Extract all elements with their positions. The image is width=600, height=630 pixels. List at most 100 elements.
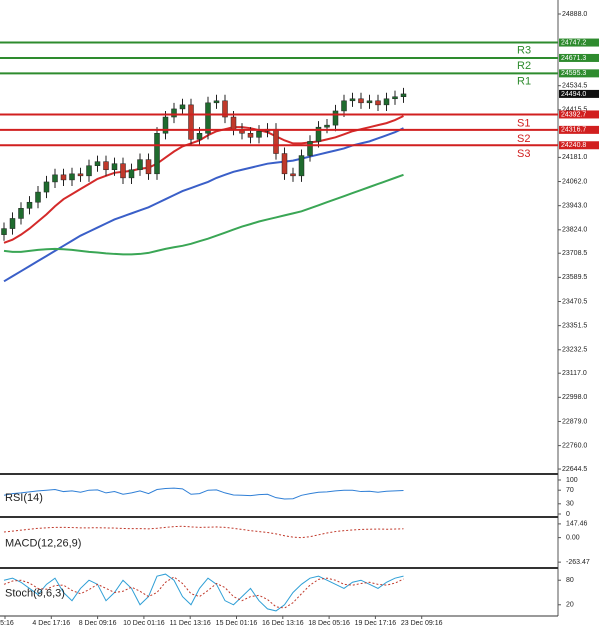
candle-body bbox=[273, 128, 279, 154]
candle-body bbox=[52, 174, 58, 183]
candle-body bbox=[341, 100, 347, 112]
level-name: R3 bbox=[517, 44, 531, 56]
y-tick-label: 24534.5 bbox=[562, 83, 587, 90]
candle-body bbox=[366, 100, 373, 104]
y-tick-label: 30 bbox=[566, 501, 574, 508]
candle-body bbox=[103, 161, 109, 171]
level-tag bbox=[559, 110, 599, 119]
candle-body bbox=[315, 126, 322, 142]
y-tick-label: 0 bbox=[566, 511, 570, 518]
level-name: S3 bbox=[517, 148, 530, 160]
indicator-title: RSI(14) bbox=[5, 492, 43, 504]
x-tick-label: 19 Dec 17:16 bbox=[355, 620, 397, 627]
y-tick-label: 0.00 bbox=[566, 534, 580, 541]
y-tick-label: 23708.5 bbox=[562, 250, 587, 257]
candle-body bbox=[9, 218, 16, 229]
level-name: R1 bbox=[517, 75, 531, 87]
candle-body bbox=[188, 104, 194, 140]
level-name: R2 bbox=[517, 60, 531, 72]
candle-body bbox=[171, 108, 177, 118]
level-tag bbox=[559, 69, 599, 78]
candle-body bbox=[400, 93, 407, 97]
level-label: 24392.7 bbox=[561, 111, 586, 118]
candle-body bbox=[375, 100, 381, 106]
last-price-label: 24494.0 bbox=[561, 91, 586, 98]
y-tick-label: 22998.0 bbox=[562, 394, 587, 401]
y-tick-label: 22760.0 bbox=[562, 442, 587, 449]
indicator-line bbox=[3, 487, 404, 500]
candle-body bbox=[205, 102, 211, 134]
x-tick-label: 23 Dec 09:16 bbox=[401, 620, 443, 627]
candle-body bbox=[154, 133, 160, 175]
level-tag bbox=[559, 125, 599, 134]
candle-body bbox=[230, 116, 237, 130]
y-tick-label: 23232.5 bbox=[562, 347, 587, 354]
y-tick-label: 23470.5 bbox=[562, 298, 587, 305]
candle-body bbox=[137, 159, 143, 171]
y-tick-label: 23589.5 bbox=[562, 274, 587, 281]
candle-body bbox=[162, 116, 169, 134]
moving-average bbox=[3, 173, 404, 256]
candle-body bbox=[392, 96, 398, 100]
candle-body bbox=[213, 100, 220, 104]
x-tick-label: 8 Dec 09:16 bbox=[79, 620, 117, 627]
candle-body bbox=[222, 100, 228, 118]
level-label: 24747.2 bbox=[561, 39, 586, 46]
candle-body bbox=[179, 104, 186, 110]
indicator-line bbox=[3, 576, 404, 609]
moving-average bbox=[3, 127, 404, 283]
indicator-title: Stoch(9,6,3) bbox=[5, 587, 65, 599]
y-tick-label: -263.47 bbox=[566, 559, 590, 566]
moving-average bbox=[3, 115, 404, 244]
level-tag bbox=[559, 38, 599, 47]
y-tick-label: 23351.5 bbox=[562, 322, 587, 329]
candle-body bbox=[86, 165, 92, 177]
y-tick-label: 22644.5 bbox=[562, 466, 587, 473]
candle-body bbox=[18, 208, 24, 219]
candle-body bbox=[298, 155, 305, 177]
y-tick-label: 20 bbox=[566, 602, 574, 609]
level-tag bbox=[559, 53, 599, 62]
candle-body bbox=[128, 169, 135, 179]
level-name: S2 bbox=[517, 133, 530, 145]
y-tick-label: 80 bbox=[566, 577, 574, 584]
candle-body bbox=[94, 161, 101, 166]
x-tick-label: 4 Dec 17:16 bbox=[32, 620, 70, 627]
level-label: 24671.3 bbox=[561, 55, 586, 62]
candle-body bbox=[324, 124, 330, 128]
indicator-line bbox=[3, 573, 404, 612]
candle-body bbox=[256, 130, 262, 138]
x-tick-label: 16 Dec 13:16 bbox=[262, 620, 304, 627]
y-tick-label: 24181.0 bbox=[562, 154, 587, 161]
candle-body bbox=[281, 153, 288, 175]
level-label: 24595.3 bbox=[561, 70, 586, 77]
candle-body bbox=[35, 191, 41, 203]
y-tick-label: 22879.0 bbox=[562, 418, 587, 425]
x-tick-label: 05:16 bbox=[0, 620, 14, 627]
indicator-title: MACD(12,26,9) bbox=[5, 537, 81, 549]
level-label: 24240.8 bbox=[561, 142, 586, 149]
y-tick-label: 24415.5 bbox=[562, 107, 587, 114]
candle-body bbox=[247, 133, 254, 138]
level-tag bbox=[559, 141, 599, 150]
candle-body bbox=[77, 173, 84, 177]
indicator-line bbox=[3, 525, 404, 539]
candle-body bbox=[349, 98, 356, 102]
y-tick-label: 23824.0 bbox=[562, 227, 587, 234]
y-tick-label: 70 bbox=[566, 487, 574, 494]
y-tick-label: 100 bbox=[566, 477, 578, 484]
y-tick-label: 23943.0 bbox=[562, 203, 587, 210]
candle-body bbox=[383, 98, 390, 106]
candle-body bbox=[332, 110, 339, 126]
candle-body bbox=[290, 173, 296, 177]
candle-body bbox=[307, 141, 313, 156]
candle-body bbox=[111, 163, 118, 171]
y-tick-label: 24062.0 bbox=[562, 178, 587, 185]
candle-body bbox=[1, 228, 7, 235]
level-name: S1 bbox=[517, 117, 530, 129]
x-tick-label: 11 Dec 13:16 bbox=[170, 620, 211, 627]
candle-body bbox=[69, 173, 75, 181]
candle-body bbox=[120, 163, 126, 179]
